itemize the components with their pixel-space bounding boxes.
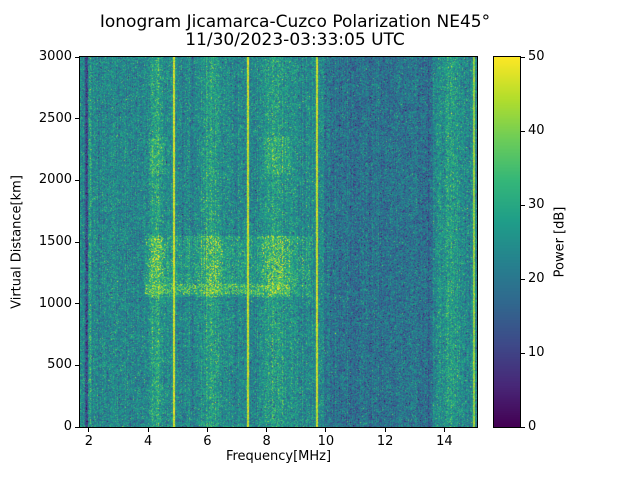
y-tick-label: 2000 bbox=[38, 172, 72, 188]
colorbar-tick-label: 30 bbox=[528, 197, 545, 212]
x-tick-label: 4 bbox=[144, 434, 153, 449]
y-tick-label: 1500 bbox=[38, 234, 72, 249]
colorbar-tick-mark bbox=[521, 204, 525, 206]
y-tick-mark bbox=[75, 364, 79, 366]
x-tick-mark bbox=[266, 428, 268, 432]
colorbar-tick-label: 10 bbox=[528, 345, 545, 360]
y-tick-label: 3000 bbox=[38, 49, 72, 64]
x-tick-mark bbox=[384, 428, 386, 432]
x-tick-label: 8 bbox=[262, 434, 271, 449]
x-tick-mark bbox=[443, 428, 445, 432]
y-tick-mark bbox=[75, 426, 79, 428]
colorbar-tick-mark bbox=[521, 352, 525, 354]
y-tick-label: 500 bbox=[47, 357, 72, 373]
x-tick-mark bbox=[325, 428, 327, 432]
y-axis-label: Virtual Distance[km] bbox=[9, 175, 25, 309]
x-tick-label: 6 bbox=[203, 434, 212, 449]
chart-subtitle: 11/30/2023-03:33:05 UTC bbox=[185, 30, 405, 50]
y-tick-label: 2500 bbox=[38, 110, 72, 126]
x-tick-label: 2 bbox=[84, 434, 94, 449]
colorbar-tick-label: 20 bbox=[528, 271, 545, 286]
x-tick-mark bbox=[147, 428, 149, 432]
colorbar-tick-mark bbox=[521, 56, 525, 58]
y-tick-mark bbox=[75, 241, 79, 243]
y-tick-label: 0 bbox=[63, 419, 72, 434]
x-tick-mark bbox=[88, 428, 90, 432]
x-axis-label: Frequency[MHz] bbox=[225, 449, 332, 464]
y-tick-mark bbox=[75, 118, 79, 120]
x-tick-mark bbox=[206, 428, 208, 432]
x-tick-label: 14 bbox=[436, 434, 453, 449]
colorbar-tick-mark bbox=[521, 278, 525, 280]
x-tick-label: 10 bbox=[317, 434, 335, 449]
chart-title: Ionogram Jicamarca-Cuzco Polarization NE… bbox=[99, 12, 491, 32]
colorbar-tick-label: 50 bbox=[528, 49, 545, 64]
colorbar-tick-label: 40 bbox=[528, 123, 545, 138]
y-tick-mark bbox=[75, 56, 79, 58]
colorbar-label: Power [dB] bbox=[552, 206, 568, 278]
colorbar-tick-mark bbox=[521, 426, 525, 428]
heatmap-canvas bbox=[80, 57, 477, 427]
y-tick-mark bbox=[75, 179, 79, 181]
colorbar-tick-label: 0 bbox=[528, 419, 537, 434]
y-tick-mark bbox=[75, 303, 79, 305]
y-tick-label: 1000 bbox=[38, 295, 72, 311]
colorbar-tick-mark bbox=[521, 130, 525, 132]
colorbar-canvas bbox=[494, 57, 520, 427]
x-tick-label: 12 bbox=[376, 434, 394, 449]
